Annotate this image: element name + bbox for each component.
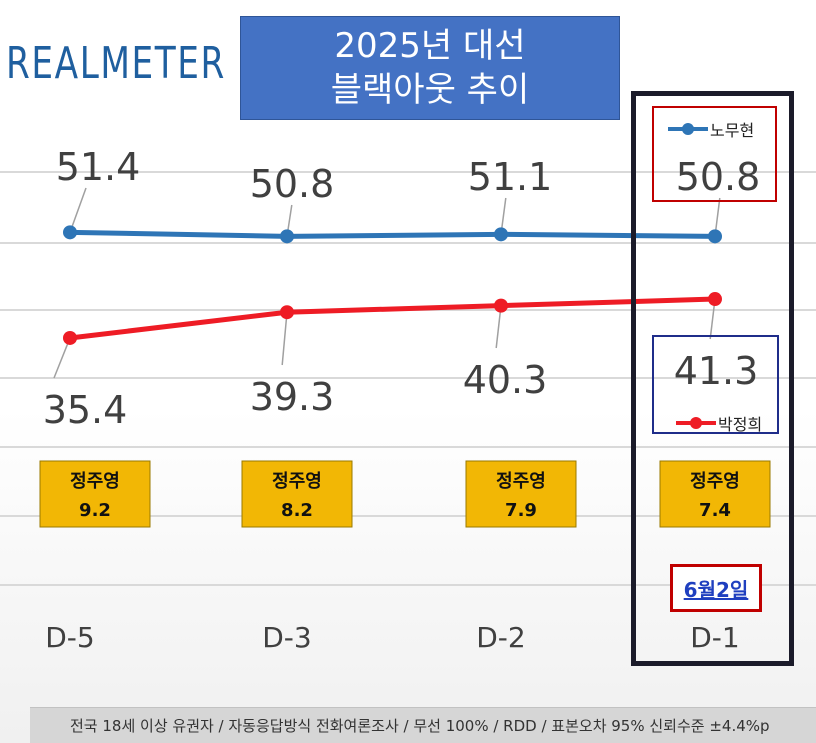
data-label-1-0: 35.4	[43, 388, 128, 432]
third-candidate-value-1: 8.2	[281, 500, 313, 521]
leader-line-1-0	[53, 337, 71, 379]
third-candidate-box-2	[465, 460, 577, 528]
series-point-1-0	[63, 330, 77, 345]
legend-roh-label: 노무현	[710, 121, 755, 140]
third-candidate-value-0: 9.2	[79, 500, 111, 521]
series-point-0-2	[494, 227, 508, 242]
series-line-0	[69, 229, 716, 239]
third-candidate-name-2: 정주영	[496, 471, 546, 492]
d1-highlight-box	[631, 91, 794, 666]
leader-line-1-2	[495, 305, 502, 349]
x-tick-label-1: D-3	[262, 621, 311, 654]
series-point-1-1	[280, 305, 294, 320]
third-candidate-box-1	[241, 460, 353, 528]
data-label-0-2: 51.1	[468, 155, 553, 199]
data-label-1-3: 41.3	[674, 349, 759, 393]
park-value-box	[652, 335, 779, 434]
series-point-1-3	[708, 292, 722, 307]
third-candidate-box-0	[39, 460, 151, 528]
x-tick-label-2: D-2	[476, 621, 525, 654]
third-candidate-box-3	[659, 460, 771, 528]
data-label-1-1: 39.3	[250, 375, 335, 419]
legend-park-line-icon	[676, 417, 716, 429]
series-point-0-0	[63, 225, 77, 240]
chart-title-box: 2025년 대선 블랙아웃 추이	[240, 16, 620, 120]
third-candidate-name-0: 정주영	[70, 471, 120, 492]
x-tick-label-0: D-5	[45, 621, 94, 654]
legend-roh: 노무현	[668, 117, 754, 141]
realmeter-logo: REALMETER	[6, 38, 226, 89]
data-label-0-1: 50.8	[250, 162, 335, 206]
chart-title-line1: 2025년 대선	[334, 26, 526, 66]
third-candidate-name-1: 정주영	[272, 471, 322, 492]
data-label-0-0: 51.4	[56, 145, 141, 189]
data-label-1-2: 40.3	[463, 358, 548, 402]
series-point-1-2	[494, 298, 508, 313]
series-line-1	[69, 296, 716, 341]
date-badge-text: 6월2일	[683, 577, 749, 602]
x-tick-label-3: D-1	[690, 621, 739, 654]
survey-footnote: 전국 18세 이상 유권자 / 자동응답방식 전화여론조사 / 무선 100% …	[30, 707, 816, 743]
roh-value-box	[652, 106, 777, 202]
chart-title-line2: 블랙아웃 추이	[330, 70, 530, 110]
third-candidate-value-2: 7.9	[505, 500, 537, 521]
third-candidate-name-3: 정주영	[690, 471, 740, 492]
date-badge: 6월2일	[670, 564, 762, 612]
series-point-0-1	[280, 229, 294, 244]
legend-park: 박정희	[676, 411, 762, 435]
series-point-0-3	[708, 229, 722, 244]
third-candidate-value-3: 7.4	[699, 500, 731, 521]
legend-park-label: 박정희	[718, 415, 763, 434]
leader-line-0-0	[69, 187, 87, 233]
leader-line-1-1	[281, 312, 288, 366]
legend-roh-line-icon	[668, 123, 708, 135]
data-label-0-3: 50.8	[676, 155, 761, 199]
